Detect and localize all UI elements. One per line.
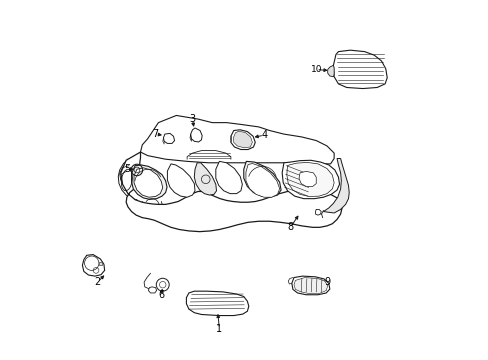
Polygon shape <box>148 287 156 293</box>
Polygon shape <box>167 164 195 197</box>
Polygon shape <box>190 128 202 142</box>
Text: 1: 1 <box>216 324 222 334</box>
Polygon shape <box>286 162 333 197</box>
Polygon shape <box>194 163 216 195</box>
Polygon shape <box>315 210 321 215</box>
Polygon shape <box>131 165 167 199</box>
Polygon shape <box>230 130 255 149</box>
Polygon shape <box>327 65 333 77</box>
Text: 4: 4 <box>261 130 267 140</box>
Text: 6: 6 <box>158 291 164 301</box>
Text: 3: 3 <box>189 114 195 124</box>
Polygon shape <box>244 161 281 197</box>
Polygon shape <box>186 291 248 316</box>
Polygon shape <box>323 158 348 213</box>
Text: 2: 2 <box>94 277 101 287</box>
Text: 8: 8 <box>287 222 293 232</box>
Polygon shape <box>293 278 327 294</box>
Polygon shape <box>333 50 386 89</box>
Polygon shape <box>121 152 341 231</box>
Text: 7: 7 <box>152 129 159 139</box>
Text: 5: 5 <box>123 163 130 174</box>
Polygon shape <box>99 262 102 265</box>
Text: 10: 10 <box>310 65 321 74</box>
Polygon shape <box>215 161 242 194</box>
Polygon shape <box>245 163 279 197</box>
Polygon shape <box>291 276 329 295</box>
Polygon shape <box>298 171 316 186</box>
Polygon shape <box>233 131 252 148</box>
Polygon shape <box>134 168 163 197</box>
Polygon shape <box>282 160 339 199</box>
Text: 9: 9 <box>324 277 330 287</box>
Polygon shape <box>163 134 174 143</box>
Polygon shape <box>82 255 104 276</box>
Polygon shape <box>140 116 333 164</box>
